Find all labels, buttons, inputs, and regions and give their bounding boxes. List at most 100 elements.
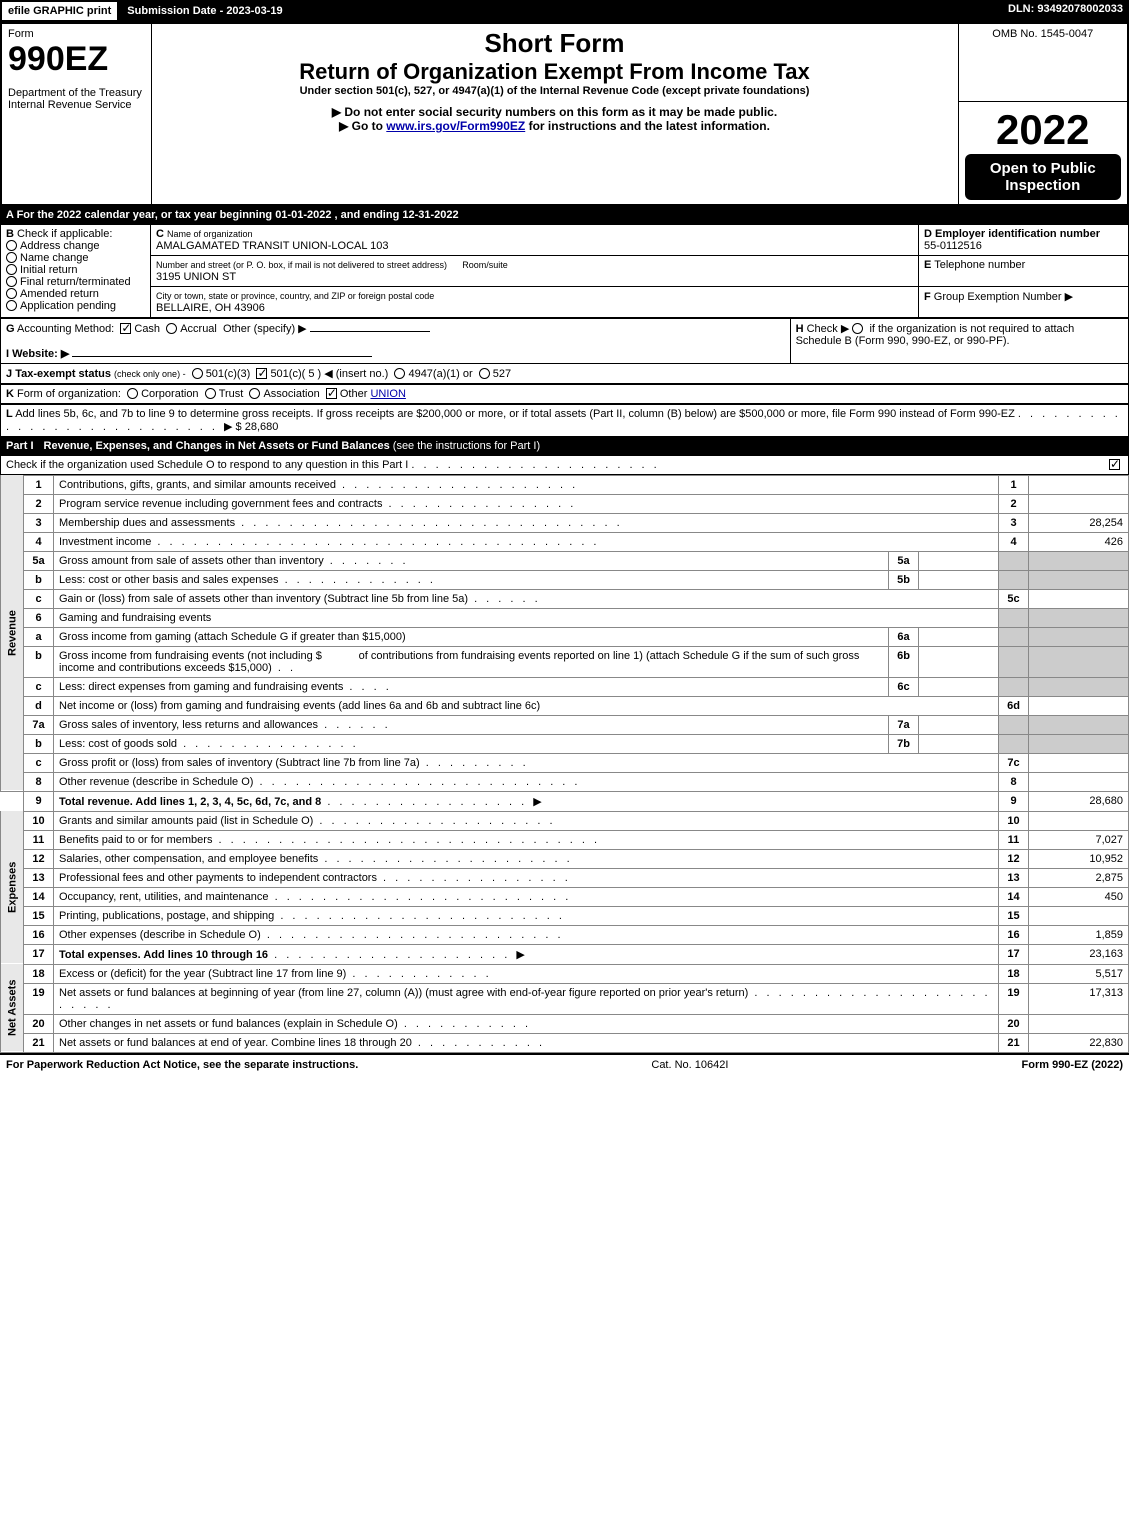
line-7b-box: 7b	[889, 734, 919, 753]
line-6b-num: b	[24, 646, 54, 677]
line-3-amt: 28,254	[1029, 513, 1129, 532]
irs: Internal Revenue Service	[8, 99, 145, 111]
line-15-ln: 15	[999, 906, 1029, 925]
section-b-label: B	[6, 228, 14, 240]
line-5a-text: Gross amount from sale of assets other t…	[59, 555, 324, 567]
assoc-label: Association	[263, 388, 319, 400]
line-6d-text: Net income or (loss) from gaming and fun…	[54, 696, 999, 715]
form-of-org-label: Form of organization:	[17, 388, 121, 400]
line-19-amt: 17,313	[1029, 983, 1129, 1014]
l-text: Add lines 5b, 6c, and 7b to line 9 to de…	[15, 408, 1015, 420]
final-return-check[interactable]	[6, 276, 17, 287]
section-l: L Add lines 5b, 6c, and 7b to line 9 to …	[0, 404, 1129, 437]
amended-return-check[interactable]	[6, 288, 17, 299]
h-check[interactable]	[852, 323, 863, 334]
org-name: AMALGAMATED TRANSIT UNION-LOCAL 103	[156, 240, 388, 252]
line-6d-amt	[1029, 696, 1129, 715]
line-15-num: 15	[24, 906, 54, 925]
line-14-num: 14	[24, 887, 54, 906]
website-input[interactable]	[72, 356, 372, 357]
line-5b-amt-grey	[1029, 570, 1129, 589]
other-org-value: UNION	[370, 388, 405, 400]
line-7c-num: c	[24, 753, 54, 772]
line-6b-amt-grey	[1029, 646, 1129, 677]
no-ssn: ▶ Do not enter social security numbers o…	[158, 105, 952, 119]
line-14-text: Occupancy, rent, utilities, and maintena…	[59, 891, 269, 903]
line-18-num: 18	[24, 964, 54, 983]
initial-return-check[interactable]	[6, 264, 17, 275]
efile-label: efile GRAPHIC print	[0, 0, 119, 22]
group-exemption-label: Group Exemption Number ▶	[934, 291, 1073, 303]
name-change-check[interactable]	[6, 252, 17, 263]
line-7a-num: 7a	[24, 715, 54, 734]
line-8-text: Other revenue (describe in Schedule O)	[59, 776, 253, 788]
accrual-label: Accrual	[180, 323, 217, 335]
amended-return-label: Amended return	[20, 288, 99, 300]
line-6d-ln: 6d	[999, 696, 1029, 715]
line-6c-amt-grey	[1029, 677, 1129, 696]
line-6b-ln-grey	[999, 646, 1029, 677]
address-change-check[interactable]	[6, 240, 17, 251]
org-name-label: Name of organization	[167, 229, 253, 239]
corp-label: Corporation	[141, 388, 198, 400]
line-20-num: 20	[24, 1014, 54, 1033]
accrual-check[interactable]	[166, 323, 177, 334]
line-9-amt: 28,680	[1029, 791, 1129, 811]
other-specify-input[interactable]	[310, 331, 430, 332]
line-19-ln: 19	[999, 983, 1029, 1014]
footer-mid: Cat. No. 10642I	[651, 1059, 728, 1071]
line-19-num: 19	[24, 983, 54, 1014]
line-1-text: Contributions, gifts, grants, and simila…	[59, 479, 336, 491]
other-org-check[interactable]	[326, 388, 337, 399]
line-4-amt: 426	[1029, 532, 1129, 551]
dept-treasury: Department of the Treasury	[8, 87, 145, 99]
top-bar: efile GRAPHIC print Submission Date - 20…	[0, 0, 1129, 22]
line-7b-subamt	[919, 734, 999, 753]
line-6b-text1: Gross income from fundraising events (no…	[59, 650, 322, 662]
line-5a-box: 5a	[889, 551, 919, 570]
ein-value: 55-0112516	[924, 240, 982, 252]
form-number: 990EZ	[8, 40, 145, 79]
line-18-ln: 18	[999, 964, 1029, 983]
part-i-table: Revenue 1 Contributions, gifts, grants, …	[0, 475, 1129, 1053]
4947-label: 4947(a)(1) or	[408, 368, 472, 380]
trust-label: Trust	[219, 388, 244, 400]
line-18-amt: 5,517	[1029, 964, 1129, 983]
return-title: Return of Organization Exempt From Incom…	[158, 59, 952, 85]
app-pending-check[interactable]	[6, 300, 17, 311]
line-6d-num: d	[24, 696, 54, 715]
line-21-text: Net assets or fund balances at end of ye…	[59, 1037, 412, 1049]
cash-check[interactable]	[120, 323, 131, 334]
line-10-amt	[1029, 811, 1129, 830]
line-17-amt: 23,163	[1029, 944, 1129, 964]
section-l-label: L	[6, 408, 13, 420]
section-j-label: J	[6, 368, 12, 380]
line-5a-ln-grey	[999, 551, 1029, 570]
line-13-amt: 2,875	[1029, 868, 1129, 887]
line-7a-text: Gross sales of inventory, less returns a…	[59, 719, 318, 731]
section-c-label: C	[156, 228, 164, 240]
line-5c-amt	[1029, 589, 1129, 608]
line-6a-num: a	[24, 627, 54, 646]
527-check[interactable]	[479, 368, 490, 379]
4947-check[interactable]	[394, 368, 405, 379]
501c3-check[interactable]	[192, 368, 203, 379]
line-7b-amt-grey	[1029, 734, 1129, 753]
line-13-num: 13	[24, 868, 54, 887]
line-7a-ln-grey	[999, 715, 1029, 734]
line-6b-subamt	[919, 646, 999, 677]
line-9-ln: 9	[999, 791, 1029, 811]
schedule-o-check[interactable]	[1109, 459, 1120, 470]
corp-check[interactable]	[127, 388, 138, 399]
room-label: Room/suite	[462, 260, 508, 270]
app-pending-label: Application pending	[20, 300, 116, 312]
l-amount: $ 28,680	[236, 421, 279, 433]
trust-check[interactable]	[205, 388, 216, 399]
line-5b-ln-grey	[999, 570, 1029, 589]
501c-check[interactable]	[256, 368, 267, 379]
irs-link[interactable]: www.irs.gov/Form990EZ	[386, 119, 525, 133]
assoc-check[interactable]	[249, 388, 260, 399]
city-label: City or town, state or province, country…	[156, 291, 434, 301]
section-e-label: E	[924, 259, 931, 271]
omb-number: OMB No. 1545-0047	[965, 28, 1122, 40]
